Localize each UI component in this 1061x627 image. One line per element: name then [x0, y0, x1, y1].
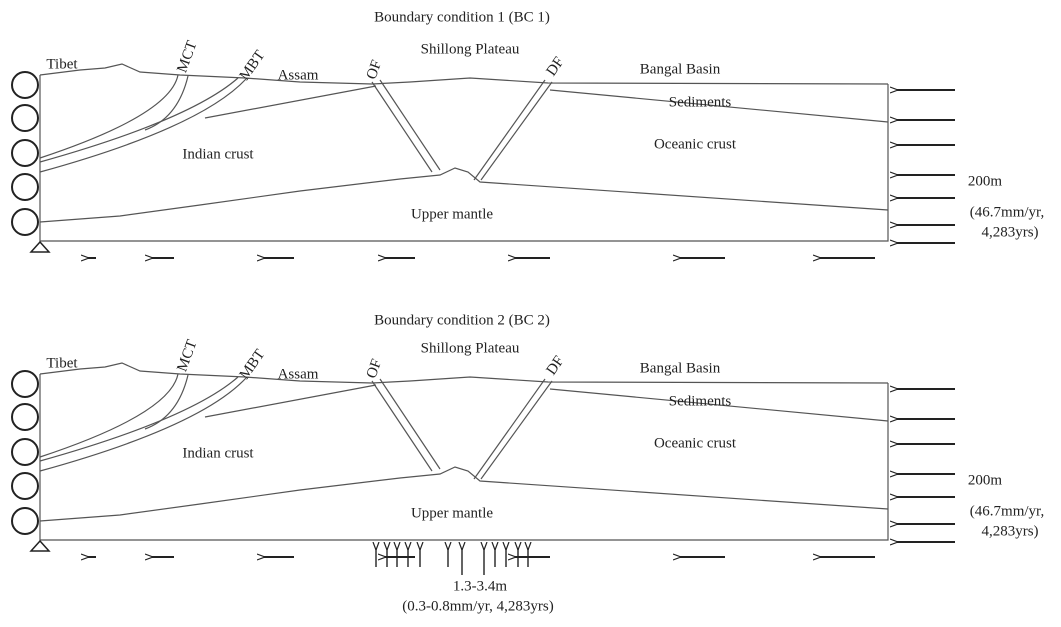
label-of: OF — [364, 357, 386, 381]
label-oceanic: Oceanic crust — [654, 136, 737, 152]
panel: Boundary condition 1 (BC 1) Tibet MCT MBT As… — [12, 9, 1044, 258]
roller-support — [12, 439, 38, 465]
panel-title: Boundary condition 1 (BC 1) — [374, 9, 550, 25]
panel-title: Boundary condition 2 (BC 2) — [374, 312, 550, 328]
label-mbt: MBT — [237, 347, 269, 383]
indian-crust-top — [205, 385, 376, 417]
label-rate1: (46.7mm/yr, — [970, 503, 1044, 519]
label-df: DF — [543, 54, 567, 79]
roller-support — [12, 72, 38, 98]
label-disp: 200m — [968, 173, 1003, 189]
label-uplift: 1.3-3.4m — [453, 578, 507, 594]
df-fault — [481, 381, 552, 479]
label-uplift_rate: (0.3-0.8mm/yr, 4,283yrs) — [402, 598, 553, 614]
label-bangal: Bangal Basin — [640, 360, 721, 376]
label-shillong: Shillong Plateau — [421, 340, 520, 356]
df-fault — [474, 80, 545, 180]
label-mantle: Upper mantle — [411, 206, 493, 222]
of-fault — [372, 381, 432, 471]
label-shillong: Shillong Plateau — [421, 41, 520, 57]
label-disp: 200m — [968, 472, 1003, 488]
roller-support — [12, 473, 38, 499]
label-bangal: Bangal Basin — [640, 61, 721, 77]
label-df: DF — [543, 353, 567, 378]
label-mct: MCT — [174, 39, 200, 75]
topography — [40, 64, 888, 84]
df-fault — [474, 379, 545, 479]
roller-support — [12, 105, 38, 131]
label-rate2: 4,283yrs) — [981, 224, 1038, 240]
pin-support — [31, 242, 49, 252]
panel: Boundary condition 2 (BC 2) Tibet MCT MBT As… — [12, 312, 1044, 614]
of-fault — [380, 80, 440, 170]
mct-fault — [40, 374, 178, 457]
mct-fault — [40, 75, 178, 158]
roller-support — [12, 371, 38, 397]
of-fault — [372, 82, 432, 172]
of-fault — [380, 379, 440, 469]
figure: Boundary condition 1 (BC 1) Tibet MCT MBT As… — [0, 0, 1061, 627]
label-oceanic: Oceanic crust — [654, 435, 737, 451]
roller-support — [12, 508, 38, 534]
roller-support — [12, 174, 38, 200]
label-sediments: Sediments — [669, 94, 732, 110]
label-mct: MCT — [174, 338, 200, 374]
label-assam: Assam — [278, 67, 319, 83]
topography — [40, 363, 888, 383]
label-indian: Indian crust — [182, 445, 254, 461]
df-fault — [481, 82, 552, 180]
label-mantle: Upper mantle — [411, 505, 493, 521]
pin-support — [31, 541, 49, 551]
label-tibet: Tibet — [46, 355, 78, 371]
indian-crust-top — [205, 86, 376, 118]
label-sediments: Sediments — [669, 393, 732, 409]
label-mbt: MBT — [237, 48, 269, 84]
label-rate2: 4,283yrs) — [981, 523, 1038, 539]
label-of: OF — [364, 58, 386, 82]
label-rate1: (46.7mm/yr, — [970, 204, 1044, 220]
roller-support — [12, 209, 38, 235]
roller-support — [12, 140, 38, 166]
label-assam: Assam — [278, 366, 319, 382]
label-indian: Indian crust — [182, 146, 254, 162]
roller-support — [12, 404, 38, 430]
label-tibet: Tibet — [46, 56, 78, 72]
